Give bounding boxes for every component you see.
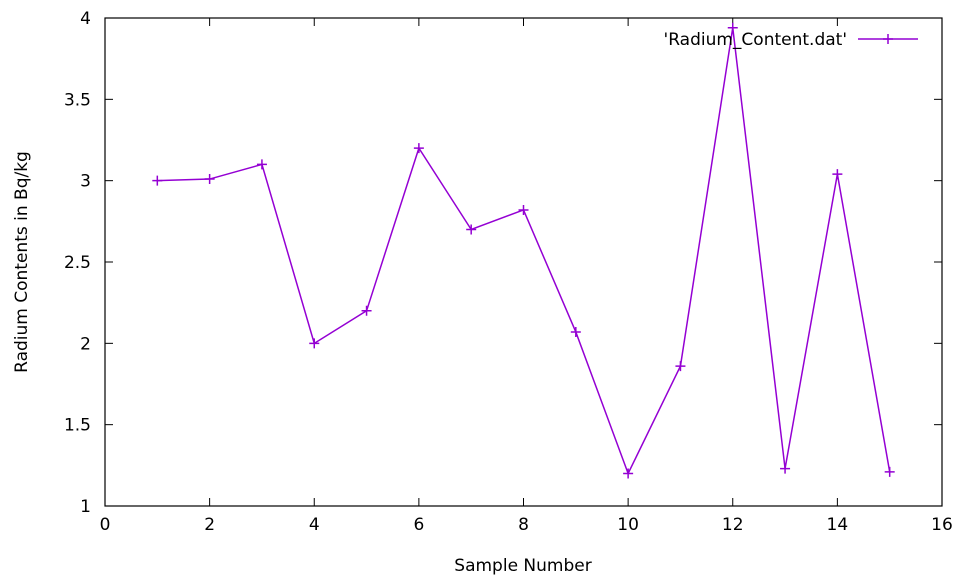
y-tick-label: 1.5 — [64, 416, 91, 436]
data-point-marker — [675, 361, 686, 372]
legend-marker — [883, 34, 893, 44]
data-point-marker — [727, 22, 738, 33]
y-axis-label: Radium Contents in Bq/kg — [12, 151, 32, 373]
x-tick-label: 16 — [931, 515, 953, 535]
y-tick-label: 2 — [80, 334, 91, 354]
data-point-marker — [256, 159, 267, 170]
data-point-marker — [466, 224, 477, 235]
x-tick-label: 0 — [100, 515, 111, 535]
x-tick-label: 14 — [827, 515, 849, 535]
legend: 'Radium_Content.dat' — [664, 30, 918, 50]
plot-frame — [104, 17, 943, 507]
data-point-marker — [780, 463, 791, 474]
data-point-marker — [204, 174, 215, 185]
data-point-marker — [361, 305, 372, 316]
legend-plus-marker — [883, 34, 893, 44]
data-point-marker — [884, 466, 895, 477]
y-tick-label: 2.5 — [64, 253, 91, 273]
data-point-marker — [623, 468, 634, 479]
x-tick-label: 4 — [309, 515, 320, 535]
x-axis-label: Sample Number — [454, 556, 591, 576]
y-tick-label: 3 — [80, 172, 91, 192]
legend-label: 'Radium_Content.dat' — [664, 30, 847, 50]
x-tick-label: 6 — [413, 515, 424, 535]
x-tick-label: 10 — [617, 515, 639, 535]
y-tick-label: 4 — [80, 9, 91, 29]
x-tick-label: 8 — [518, 515, 529, 535]
data-point-marker — [518, 204, 529, 215]
axis-ticks — [104, 17, 943, 507]
data-point-marker — [152, 175, 163, 186]
data-point-marker — [413, 143, 424, 154]
series-line — [157, 27, 891, 476]
data-point-marker — [570, 326, 581, 337]
y-tick-label: 1 — [80, 497, 91, 517]
series-layer — [152, 22, 895, 479]
tick-labels: 0 2 4 6 8 10 12 14 16 1 1.5 2 2.5 3 3.5 4 — [64, 9, 953, 535]
data-point-marker — [309, 338, 320, 349]
y-tick-label: 3.5 — [64, 90, 91, 110]
data-point-marker — [832, 169, 843, 180]
x-tick-label: 12 — [722, 515, 744, 535]
x-tick-label: 2 — [204, 515, 215, 535]
